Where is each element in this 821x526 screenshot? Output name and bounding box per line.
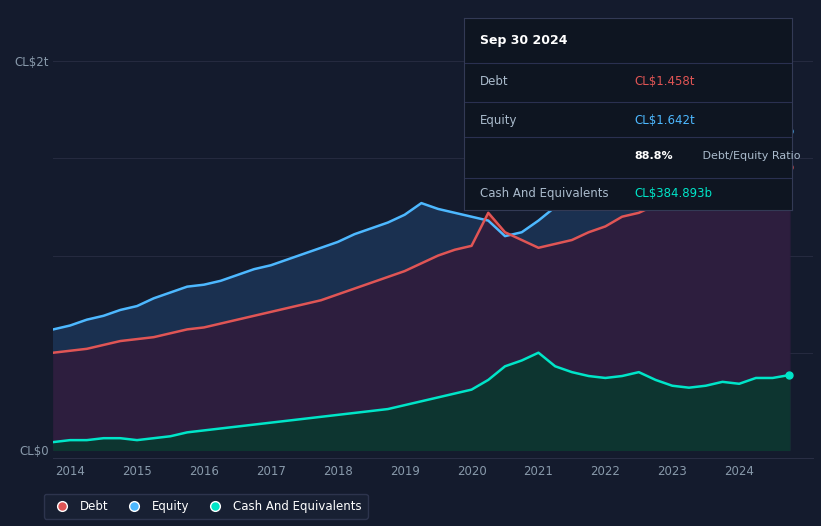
Text: Sep 30 2024: Sep 30 2024	[480, 34, 568, 47]
Text: Cash And Equivalents: Cash And Equivalents	[480, 187, 609, 200]
Text: Equity: Equity	[480, 114, 518, 127]
Text: CL$1.458t: CL$1.458t	[635, 75, 695, 88]
Text: CL$384.893b: CL$384.893b	[635, 187, 713, 200]
Text: Debt/Equity Ratio: Debt/Equity Ratio	[699, 150, 800, 160]
Text: Debt: Debt	[480, 75, 509, 88]
Text: 88.8%: 88.8%	[635, 150, 673, 160]
Legend: Debt, Equity, Cash And Equivalents: Debt, Equity, Cash And Equivalents	[44, 494, 368, 519]
Text: CL$1.642t: CL$1.642t	[635, 114, 695, 127]
